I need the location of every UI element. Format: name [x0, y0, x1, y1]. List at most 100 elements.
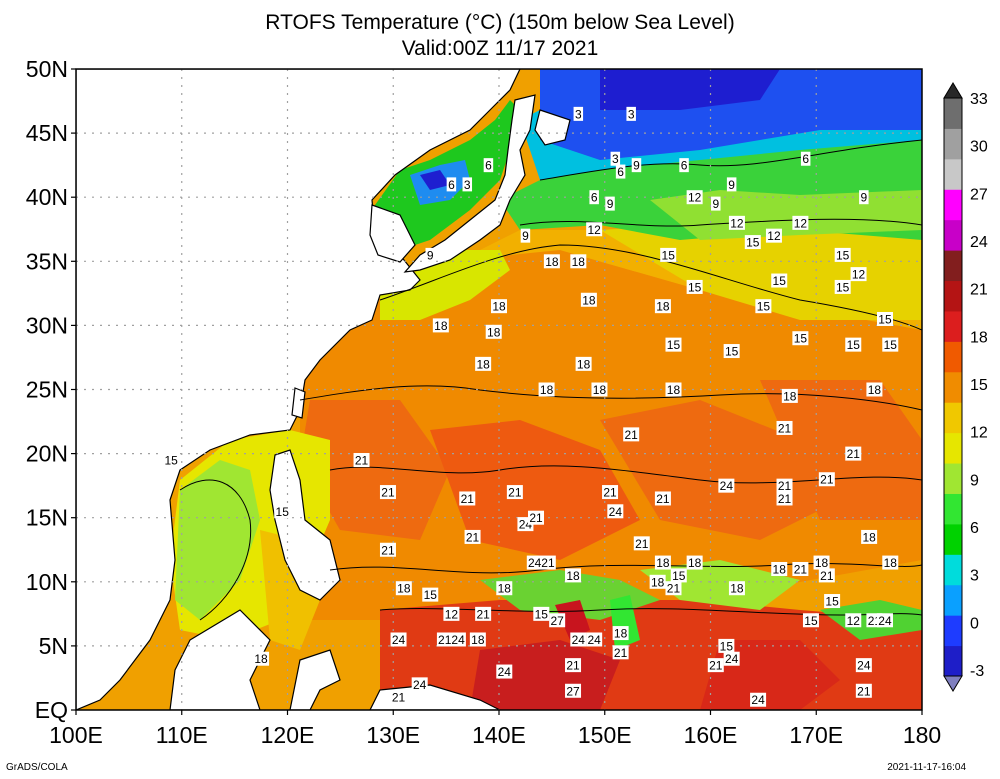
- colorbar: -3 0 3 6 9 12 15 18 21 24 27 30 33: [943, 82, 988, 692]
- contour-label-bg: [686, 555, 703, 570]
- contour-label: 18: [397, 582, 411, 596]
- contour-label-bg: [390, 632, 407, 647]
- colorbar-segment: [944, 341, 962, 373]
- colorbar-label: 3: [970, 568, 979, 585]
- contour-label: 24: [392, 633, 406, 647]
- contour-label: 6: [448, 178, 455, 192]
- contour-label-bg: [538, 382, 555, 397]
- contour-label: 18: [651, 575, 665, 589]
- contour-label: 15: [535, 607, 549, 621]
- contour-label: 9: [860, 191, 867, 205]
- colorbar-segment: [944, 280, 962, 312]
- contour-label: 9: [633, 159, 640, 173]
- contour-label-bg: [654, 491, 671, 506]
- contour-label-bg: [649, 574, 666, 589]
- contour-label: 18: [773, 562, 787, 576]
- contour-label: 9: [712, 197, 719, 211]
- colorbar-frame: [943, 97, 963, 677]
- contour-label-bg: [654, 299, 671, 314]
- contour-label: 3: [612, 152, 619, 166]
- contour-label: 12: [587, 223, 601, 237]
- contour-label-bg: [475, 606, 492, 621]
- lon-tick-label: 100E: [49, 722, 103, 748]
- contour-label: 12: [767, 229, 781, 243]
- contour-label-bg: [834, 279, 851, 294]
- contour-label-bg: [792, 215, 809, 230]
- land-masses: [76, 69, 571, 710]
- contour-label: 15: [794, 332, 808, 346]
- colorbar-segment: [944, 402, 962, 434]
- contour-label: 21: [529, 511, 543, 525]
- contour-label: 15: [667, 338, 681, 352]
- contour-label-bg: [665, 337, 682, 352]
- contour-label: 12: [688, 191, 702, 205]
- contour-label: 15: [836, 248, 850, 262]
- contour-label-bg: [520, 228, 531, 243]
- contour-label: 24: [498, 665, 512, 679]
- contour-label-bg: [485, 324, 502, 339]
- lat-tick-label: 20N: [26, 441, 68, 467]
- contour-label: 18: [656, 556, 670, 570]
- contour-label-bg: [776, 491, 793, 506]
- contour-label-bg: [818, 568, 835, 583]
- contour-label-bg: [633, 536, 650, 551]
- colorbar-segment: [944, 584, 962, 616]
- contour-label: 18: [540, 383, 554, 397]
- contour-label: 18: [498, 582, 512, 596]
- contour-label: 15: [825, 595, 839, 609]
- contour-label-bg: [850, 267, 867, 282]
- contour-label: 15: [757, 300, 771, 314]
- contour-label: 21: [603, 486, 617, 500]
- map-grid: [76, 69, 922, 710]
- colorbar-segment: [944, 463, 962, 494]
- contour-label: 15: [746, 236, 760, 250]
- contour-label: 15: [847, 338, 861, 352]
- contour-label: 24: [587, 633, 601, 647]
- contour-label-bg: [665, 581, 682, 596]
- contour-label: 18: [254, 652, 268, 666]
- contour-label-bg: [528, 510, 545, 525]
- contour-label: 15: [688, 280, 702, 294]
- taiwan: [291, 387, 306, 419]
- contour-label-bg: [612, 645, 629, 660]
- contour-label: 18: [593, 383, 607, 397]
- contour-label-bg: [866, 382, 883, 397]
- colorbar-segment: [944, 189, 962, 221]
- map-subtitle: Valid:00Z 11/17 2021: [401, 37, 599, 60]
- contour-label: 21: [778, 421, 792, 435]
- contour-label: 24: [609, 505, 623, 519]
- contour-label-bg: [723, 651, 740, 666]
- contour-label: 21: [355, 454, 369, 468]
- contour-label-bg: [353, 453, 370, 468]
- contour-label: 15: [725, 345, 739, 359]
- contour-label: 27: [566, 684, 580, 698]
- contour-label-bg: [610, 151, 621, 166]
- contour-label: 3: [628, 107, 635, 121]
- map-title: RTOFS Temperature (°C) (150m below Sea L…: [265, 11, 735, 34]
- contour-label: 18: [614, 627, 628, 641]
- contour-label-bg: [845, 446, 862, 461]
- contour-label-bg: [834, 247, 851, 262]
- contour-label-bg: [475, 356, 492, 371]
- contour-label: 18: [730, 582, 744, 596]
- lon-tick-label: 150E: [578, 722, 632, 748]
- lat-tick-label: 10N: [26, 569, 68, 595]
- contour-label-bg: [859, 190, 869, 205]
- colorbar-segment: [944, 219, 962, 251]
- contour-label-bg: [379, 485, 396, 500]
- contour-label: 21: [625, 428, 639, 442]
- contour-label: 6: [802, 152, 809, 166]
- contour-label-bg: [589, 190, 599, 205]
- contour-label-bg: [792, 331, 809, 346]
- lat-tick-label: 30N: [26, 312, 68, 338]
- contour-label: 24: [572, 633, 586, 647]
- colorbar-label: 15: [970, 377, 988, 394]
- contour-label-bg: [686, 190, 703, 205]
- contour-label: 18: [492, 300, 506, 314]
- contour-label-bg: [845, 613, 862, 628]
- contour-label-bg: [882, 555, 899, 570]
- contour-label-bg: [163, 453, 180, 468]
- lon-tick-label: 140E: [472, 722, 526, 748]
- colorbar-label: 24: [970, 234, 988, 251]
